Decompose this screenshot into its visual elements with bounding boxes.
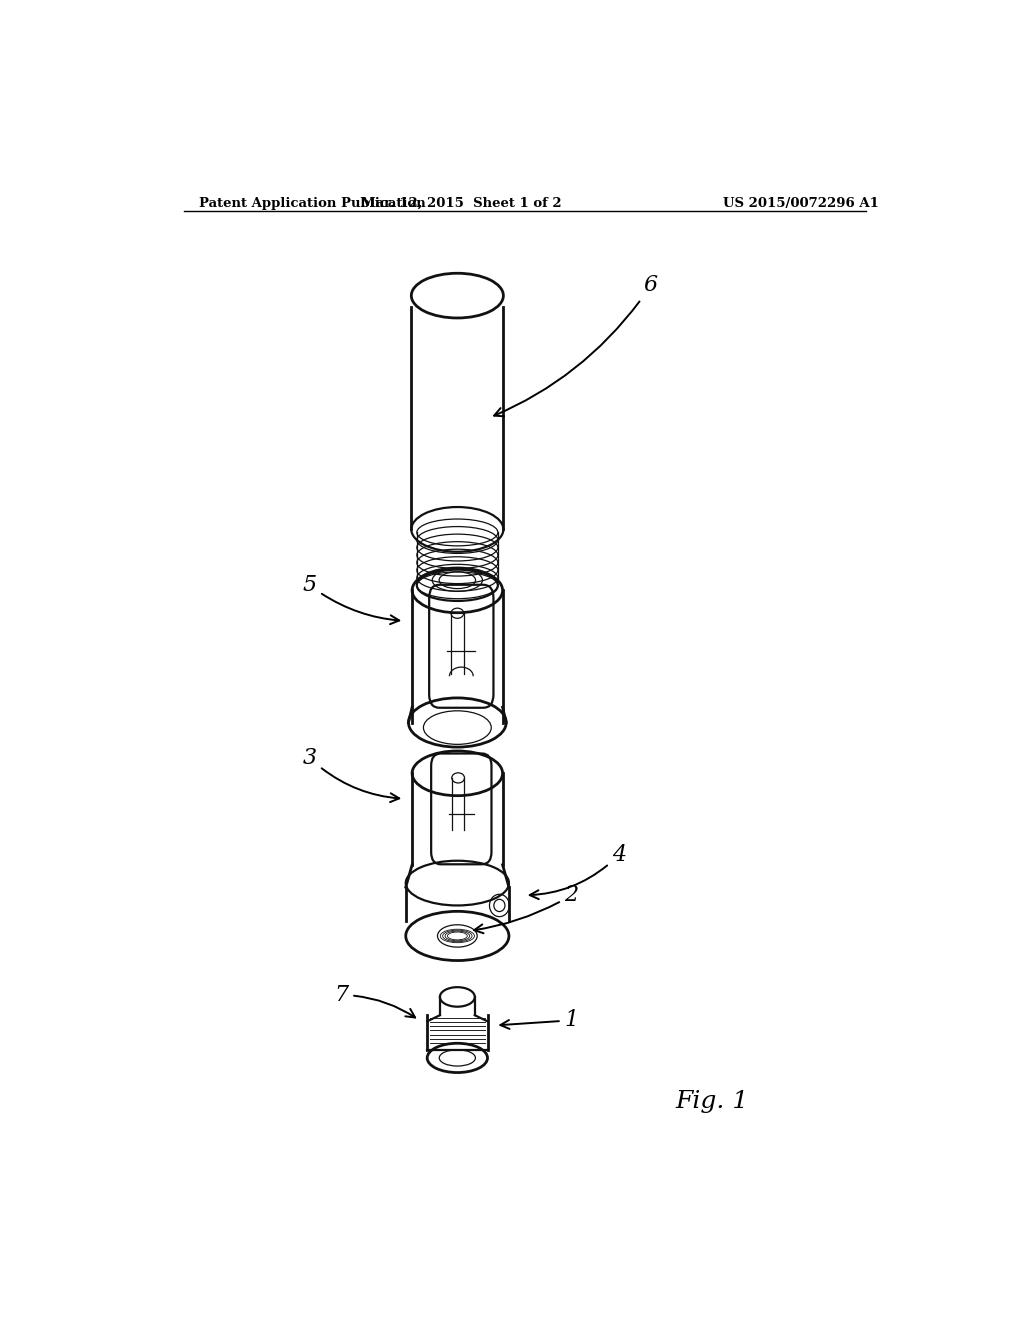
Text: 4: 4 xyxy=(529,843,627,899)
Text: US 2015/0072296 A1: US 2015/0072296 A1 xyxy=(723,197,879,210)
Text: Patent Application Publication: Patent Application Publication xyxy=(200,197,426,210)
Text: 1: 1 xyxy=(501,1010,579,1031)
Text: Fig. 1: Fig. 1 xyxy=(676,1090,749,1113)
Text: Mar. 12, 2015  Sheet 1 of 2: Mar. 12, 2015 Sheet 1 of 2 xyxy=(361,197,561,210)
Text: 2: 2 xyxy=(474,884,579,933)
Text: 7: 7 xyxy=(334,983,415,1018)
Text: 6: 6 xyxy=(495,275,658,416)
Text: 5: 5 xyxy=(303,574,399,624)
Text: 3: 3 xyxy=(303,747,399,803)
